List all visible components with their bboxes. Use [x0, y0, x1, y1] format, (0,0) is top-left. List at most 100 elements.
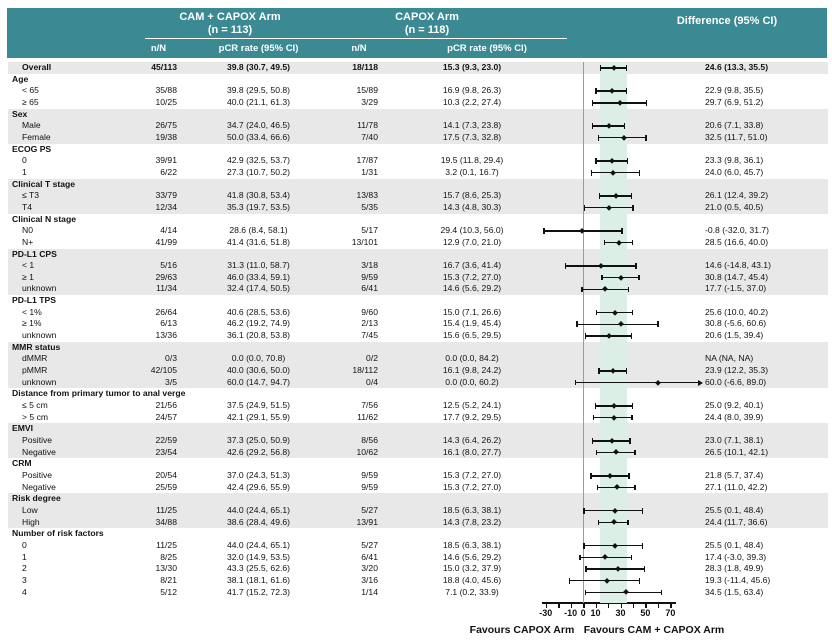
table-row: Overall 45/113 39.8 (30.7, 49.5) 18/118 … [8, 62, 828, 74]
ci-cap-right [625, 368, 628, 374]
arm1-nn-column-header: n/N [150, 43, 167, 54]
row-label: < 65 [22, 85, 39, 96]
ci-cap-right [630, 554, 633, 561]
axis-tick [632, 603, 635, 608]
arm2-pcr-cell: 18.5 (6.3, 38.1) [442, 504, 502, 515]
ci-cap-right [631, 239, 633, 246]
arm1-pcr-cell: 28.6 (8.4, 58.1) [229, 225, 288, 236]
ci-cap-right [630, 333, 633, 339]
arm1-pcr-cell [182, 295, 335, 307]
arm2-n: (n = 118) [404, 24, 450, 36]
table-row: Sex [8, 108, 828, 121]
point-estimate-marker [617, 99, 624, 106]
arm2-pcr-cell: 14.3 (4.8, 30.3) [442, 201, 502, 212]
forest-cell [537, 435, 704, 447]
table-row: EMVI [8, 423, 828, 435]
axis-tick [670, 603, 672, 608]
arm1-pcr-cell: 32.0 (14.9, 53.5) [226, 551, 291, 562]
ci-cap-left [576, 321, 578, 328]
ci-cap-left [591, 438, 594, 444]
arm2-nn-cell: 17/87 [356, 155, 378, 166]
point-estimate-marker [602, 286, 609, 293]
row-label: Positive [22, 435, 53, 445]
axis-tick-label: 0 [580, 608, 586, 618]
arm2-nn-cell: 7/56 [361, 400, 378, 411]
arm2-nn-cell [335, 493, 383, 505]
forest-cell [537, 388, 704, 400]
ci-cap-left [598, 193, 600, 199]
ci-cap-right [643, 566, 646, 572]
row-label: 1 [22, 166, 27, 177]
ci-cap-left [597, 519, 600, 526]
arm1-nn-cell [135, 388, 182, 400]
table-row: Female 19/38 50.0 (33.4, 66.6) 7/40 17.5… [8, 131, 828, 144]
arm2-pcr-cell: 16.1 (9.8, 24.2) [442, 365, 502, 376]
arm2-nn-cell: 5/27 [361, 504, 378, 515]
favours-right-label: Favours CAM + CAPOX Arm [583, 624, 725, 636]
arm2-pcr-cell: 0.0 (0.0, 60.2) [445, 376, 499, 387]
arm2-pcr-cell: 18.5 (6.3, 38.1) [442, 539, 502, 550]
point-estimate-marker [615, 566, 622, 573]
arm1-pcr-cell: 42.4 (29.6, 55.9) [226, 481, 291, 492]
ci-cap-right [630, 193, 632, 199]
point-estimate-marker [608, 88, 615, 95]
arm1-pcr-cell: 41.4 (31.6, 51.8) [226, 236, 291, 247]
table-row: ≥ 1 29/63 46.0 (33.4, 59.1) 9/59 15.3 (7… [8, 271, 828, 284]
ci-cap-left [583, 204, 586, 211]
axis-tick-label: 50 [640, 608, 651, 618]
point-estimate-marker [613, 484, 620, 491]
forest-cell [537, 563, 704, 575]
forest-cell [537, 307, 704, 319]
point-estimate-marker [611, 507, 618, 514]
forest-cell [537, 295, 704, 307]
forest-cell [537, 377, 704, 389]
ci-cap-left [583, 507, 585, 514]
ci-cap-right [631, 309, 634, 316]
table-row: ECOG PS [8, 144, 828, 156]
ci-cap-right [625, 65, 628, 71]
ci-cap-right [621, 228, 623, 234]
point-estimate-marker [618, 321, 625, 328]
arm1-pcr-cell [182, 528, 335, 540]
row-label: 0 [22, 539, 27, 550]
ci-cap-right [623, 123, 626, 129]
arm2-nn-cell: 6/41 [361, 551, 378, 562]
point-estimate-marker [610, 169, 616, 176]
arm2-pcr-cell: 18.8 (4.0, 45.6) [442, 574, 502, 585]
forest-cell [537, 423, 704, 435]
arm2-nn-cell: 0/2 [366, 353, 378, 364]
ci-cap-right [635, 263, 637, 269]
point-estimate-marker [615, 239, 622, 246]
arm2-nn-cell [335, 249, 383, 261]
arm2-nn-cell [335, 458, 383, 470]
arm2-nn-cell: 13/83 [356, 190, 378, 201]
arm1-nn-cell [135, 179, 182, 191]
table-row: dMMR 0/3 0.0 (0.0, 70.8) 0/2 0.0 (0.0, 8… [8, 353, 828, 366]
arm2-pcr-cell [383, 214, 537, 226]
difference-cell: 60.0 (-6.6, 89.0) [705, 376, 767, 387]
arm1-nn-cell: 11/25 [156, 504, 177, 515]
arm2-nn-cell: 5/17 [361, 225, 378, 236]
forest-cell [537, 144, 704, 156]
axis-tick [570, 603, 573, 608]
arm1-nn-cell: 23/54 [155, 446, 177, 457]
arm2-pcr-cell: 17.5 (7.3, 32.8) [442, 131, 502, 142]
ci-cap-left [581, 286, 583, 293]
difference-cell: 24.4 (11.7, 36.6) [705, 516, 768, 527]
ci-cap-left [590, 473, 592, 479]
arm1-pcr-cell: 60.0 (14.7, 94.7) [226, 376, 291, 387]
axis-tick [608, 603, 610, 608]
arm1-pcr-cell: 37.5 (24.9, 51.5) [226, 400, 291, 411]
arm1-pcr-cell: 31.3 (11.0, 58.7) [227, 260, 290, 271]
arm1-pcr-cell: 40.6 (28.5, 53.6) [226, 306, 291, 317]
arm1-nn-cell: 39/91 [155, 155, 177, 166]
arm1-pcr-cell: 42.9 (32.5, 53.7) [226, 155, 291, 166]
arm1-pcr-cell [182, 179, 335, 191]
table-row: 4 5/12 41.7 (15.2, 72.3) 1/14 7.1 (0.2, … [8, 587, 828, 599]
arm2-pcr-cell: 15.3 (7.2, 27.0) [442, 469, 502, 480]
row-label: Positive [22, 469, 53, 480]
arm1-pcr-cell: 42.1 (29.1, 55.9) [226, 411, 291, 422]
forest-cell [537, 412, 704, 424]
arm2-nn-cell: 9/59 [361, 271, 378, 282]
difference-cell: -0.8 (-32.0, 31.7) [705, 225, 770, 236]
